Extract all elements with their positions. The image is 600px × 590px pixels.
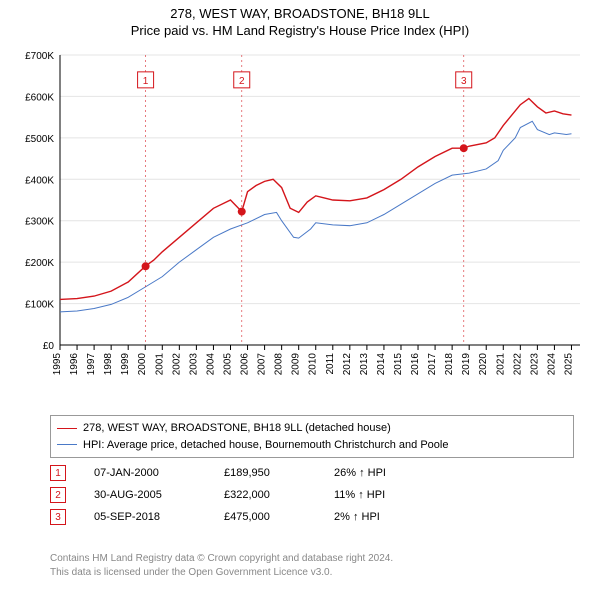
svg-text:1998: 1998 [103, 353, 114, 376]
svg-text:2010: 2010 [308, 353, 319, 376]
svg-text:2014: 2014 [376, 353, 387, 376]
sale-price-2: £322,000 [224, 489, 334, 501]
svg-text:2012: 2012 [342, 353, 353, 376]
svg-text:2025: 2025 [563, 353, 574, 376]
svg-text:2015: 2015 [393, 353, 404, 376]
sale-row-1: 1 07-JAN-2000 £189,950 26% ↑ HPI [50, 462, 454, 484]
svg-text:2016: 2016 [410, 353, 421, 376]
sale-date-2: 30-AUG-2005 [94, 489, 224, 501]
legend-row-property: 278, WEST WAY, BROADSTONE, BH18 9LL (det… [57, 420, 567, 437]
svg-text:2002: 2002 [171, 353, 182, 376]
sale-row-3: 3 05-SEP-2018 £475,000 2% ↑ HPI [50, 506, 454, 528]
svg-text:£400K: £400K [25, 175, 54, 186]
footer-line2: This data is licensed under the Open Gov… [50, 566, 393, 580]
sale-marker-1: 1 [50, 465, 66, 481]
sale-price-3: £475,000 [224, 511, 334, 523]
svg-text:2003: 2003 [188, 353, 199, 376]
legend-box: 278, WEST WAY, BROADSTONE, BH18 9LL (det… [50, 415, 574, 458]
svg-text:2011: 2011 [325, 353, 336, 375]
chart-container: 278, WEST WAY, BROADSTONE, BH18 9LL Pric… [0, 0, 600, 590]
svg-text:2: 2 [239, 76, 245, 87]
sale-price-1: £189,950 [224, 467, 334, 479]
svg-text:£100K: £100K [25, 300, 54, 311]
svg-text:£600K: £600K [25, 92, 54, 103]
legend-label-property: 278, WEST WAY, BROADSTONE, BH18 9LL (det… [83, 420, 391, 437]
sale-date-3: 05-SEP-2018 [94, 511, 224, 523]
svg-text:2022: 2022 [512, 353, 523, 376]
title-address: 278, WEST WAY, BROADSTONE, BH18 9LL [0, 0, 600, 21]
chart-area: £0 £100K £200K £300K £400K £500K £600K £700K 199… [10, 45, 590, 405]
sale-date-1: 07-JAN-2000 [94, 467, 224, 479]
svg-text:2000: 2000 [137, 353, 148, 376]
svg-text:£500K: £500K [25, 134, 54, 145]
sale-marker-3: 3 [50, 509, 66, 525]
svg-text:2008: 2008 [274, 353, 285, 376]
legend-swatch-hpi [57, 444, 77, 445]
svg-text:2007: 2007 [257, 353, 268, 376]
svg-text:1: 1 [143, 76, 149, 87]
footer-attribution: Contains HM Land Registry data © Crown c… [50, 552, 393, 580]
svg-text:1997: 1997 [86, 353, 97, 376]
svg-text:2020: 2020 [478, 353, 489, 376]
svg-text:3: 3 [461, 76, 467, 87]
svg-text:2004: 2004 [205, 353, 216, 376]
svg-text:2018: 2018 [444, 353, 455, 376]
svg-text:£700K: £700K [25, 51, 54, 62]
svg-text:1995: 1995 [52, 353, 63, 376]
svg-text:2024: 2024 [546, 353, 557, 376]
svg-text:1996: 1996 [69, 353, 80, 376]
legend-row-hpi: HPI: Average price, detached house, Bour… [57, 437, 567, 454]
legend-swatch-property [57, 428, 77, 429]
svg-text:£0: £0 [43, 341, 55, 352]
sales-table: 1 07-JAN-2000 £189,950 26% ↑ HPI 2 30-AU… [50, 462, 454, 528]
svg-text:2019: 2019 [461, 353, 472, 376]
svg-text:2013: 2013 [359, 353, 370, 376]
legend-label-hpi: HPI: Average price, detached house, Bour… [83, 437, 448, 454]
svg-text:2005: 2005 [222, 353, 233, 376]
svg-text:2006: 2006 [240, 353, 251, 376]
svg-text:2021: 2021 [495, 353, 506, 376]
svg-text:2023: 2023 [529, 353, 540, 376]
title-subtitle: Price paid vs. HM Land Registry's House … [0, 21, 600, 38]
svg-text:1999: 1999 [120, 353, 131, 376]
svg-text:2001: 2001 [154, 353, 165, 376]
sale-delta-1: 26% ↑ HPI [334, 467, 454, 479]
price-chart-svg: £0 £100K £200K £300K £400K £500K £600K £700K 199… [10, 45, 590, 405]
sale-marker-2: 2 [50, 487, 66, 503]
sale-delta-2: 11% ↑ HPI [334, 489, 454, 501]
svg-text:£200K: £200K [25, 258, 54, 269]
svg-text:£300K: £300K [25, 217, 54, 228]
svg-text:2017: 2017 [427, 353, 438, 376]
sale-delta-3: 2% ↑ HPI [334, 511, 454, 523]
sale-row-2: 2 30-AUG-2005 £322,000 11% ↑ HPI [50, 484, 454, 506]
svg-text:2009: 2009 [291, 353, 302, 376]
footer-line1: Contains HM Land Registry data © Crown c… [50, 552, 393, 566]
